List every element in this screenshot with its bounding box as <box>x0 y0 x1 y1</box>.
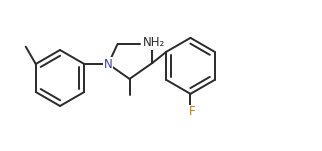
Text: F: F <box>189 105 196 118</box>
Text: N: N <box>104 58 113 71</box>
Text: NH₂: NH₂ <box>143 36 166 49</box>
